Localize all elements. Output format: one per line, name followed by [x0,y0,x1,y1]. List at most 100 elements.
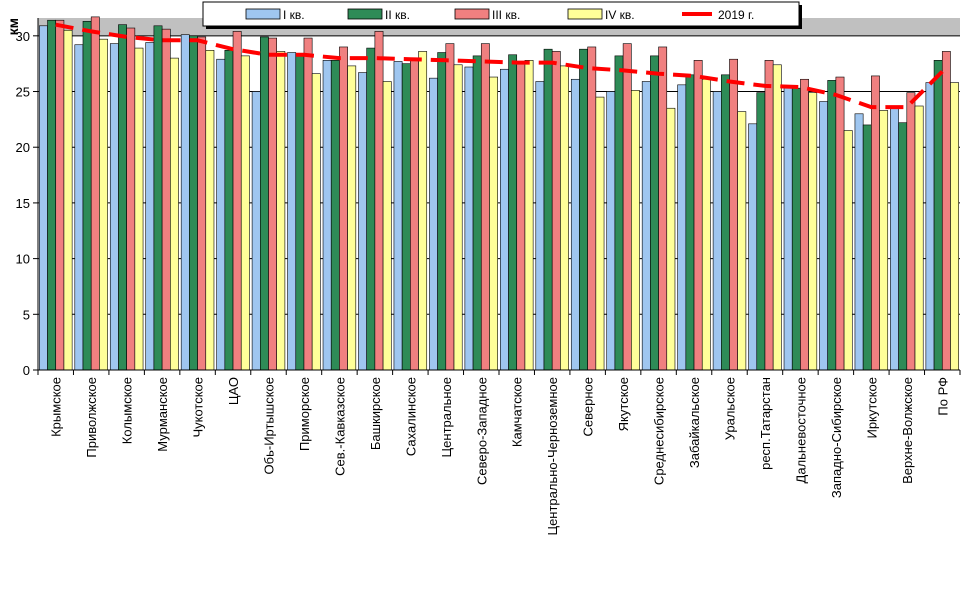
bar [737,111,747,371]
x-tick-label: Колымское [120,377,135,444]
bar [658,46,668,371]
bar [330,60,340,371]
bar [906,92,916,371]
bar [843,130,853,371]
bar [82,21,92,371]
legend-label: II кв. [385,8,410,22]
bar [366,47,376,371]
bar [153,25,163,371]
bar [800,78,809,371]
bar [854,113,864,371]
x-tick-label: Забайкальское [687,377,702,468]
bar [109,43,119,371]
bar [933,60,943,371]
x-tick-label: Камчатское [510,377,525,447]
axes: 0 5 10 15 20 25 30 Крымское Приволжское Колымское… [16,18,961,536]
bar [489,76,498,371]
bar [429,77,438,371]
bar [118,24,127,371]
bar [205,50,215,371]
bar [170,57,179,371]
bar [614,55,624,371]
bar [55,19,65,371]
bar [401,63,411,371]
bar [925,82,935,371]
bar [835,76,845,371]
bar [410,57,419,371]
y-tick-label: 20 [16,140,30,155]
x-tick-label: Верхне-Волжское [900,377,915,484]
x-tick-label: Сахалинское [403,377,418,456]
legend-label: I кв. [283,8,305,22]
bar [180,34,190,371]
bar [90,16,100,371]
y-tick-label: 30 [16,29,30,44]
bar [99,38,108,371]
bar [729,58,738,371]
bar [126,27,136,371]
bar [693,60,703,371]
bar [560,65,569,371]
legend-label: 2019 г. [718,8,754,22]
bar [240,55,250,371]
bar [862,124,872,371]
x-tick-label: По РФ [935,377,950,416]
bar [232,31,242,371]
bar [819,101,828,371]
x-tick-label: Башкирское [368,377,383,450]
bar [756,92,766,371]
bar [145,42,155,371]
bar [685,74,695,371]
bar [322,60,332,371]
x-tick-label: респ.Татарстан [758,377,773,470]
bar [720,74,730,371]
bar [579,48,588,371]
bar [74,44,84,371]
x-tick-label: Центрально-Черноземное [545,377,560,536]
bar [890,105,899,371]
bar [347,65,357,371]
bar [453,64,463,371]
bar [311,73,321,371]
bar [216,58,226,371]
bar [197,36,207,371]
bar [63,29,73,371]
bar [570,78,580,371]
bar [480,43,490,371]
bar [641,81,651,371]
bars [39,16,959,371]
bar [879,110,889,371]
bar [382,81,392,371]
x-tick-label: Обь-Иртышское [262,377,277,474]
bar [276,51,286,371]
x-tick-label: Якутское [616,377,631,431]
x-tick-label: Среднесибирское [652,377,667,485]
bar [251,91,261,371]
bar [161,28,171,371]
bar [791,87,801,371]
legend-label: IV кв. [605,8,635,22]
x-tick-label: Иркутское [864,377,879,439]
bar [808,92,818,371]
bar [595,96,605,371]
bar [445,43,455,371]
bar [39,25,48,371]
bar [772,64,782,371]
bar [500,68,509,371]
bar [650,55,659,371]
bar [950,82,959,371]
bar [47,19,57,371]
bar [783,87,793,371]
x-tick-label: Мурманское [155,377,170,452]
x-tick-label: ЦАО [226,377,241,405]
trend-line-2019 [55,22,944,110]
bar [224,50,234,371]
bar [374,31,384,371]
x-tick-label: Чукотское [191,377,206,438]
y-tick-label: 0 [23,363,30,378]
bar [437,52,447,371]
bar [535,81,545,371]
bar [748,123,758,371]
y-tick-label: 5 [23,307,30,322]
